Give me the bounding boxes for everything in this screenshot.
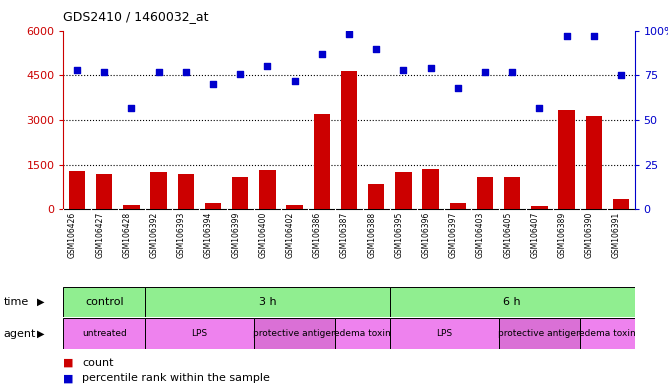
Point (371, 46, 381, 52)
Text: untreated: untreated (82, 329, 127, 338)
Text: count: count (82, 358, 114, 368)
Bar (205, 204, 221, 209)
Bar (390, 318, 498, 349)
Text: GSM106396: GSM106396 (422, 212, 431, 258)
Bar (232, 177, 248, 209)
Bar (450, 204, 466, 209)
Point (426, 65, 436, 71)
Text: GSM106391: GSM106391 (612, 212, 621, 258)
Bar (504, 177, 520, 209)
Text: agent: agent (3, 329, 35, 339)
Point (398, 67, 409, 73)
Text: GSM106394: GSM106394 (204, 212, 213, 258)
Text: control: control (85, 297, 124, 307)
Text: GSM106400: GSM106400 (259, 212, 267, 258)
Bar (390, 287, 635, 317)
Text: ■: ■ (63, 373, 74, 383)
Bar (63, 318, 145, 349)
Point (262, 63, 273, 70)
Text: GSM106403: GSM106403 (476, 212, 485, 258)
Text: GSM106386: GSM106386 (313, 212, 322, 258)
Text: edema toxin: edema toxin (579, 329, 636, 338)
Text: 3 h: 3 h (259, 297, 277, 307)
Bar (254, 318, 335, 349)
Bar (341, 71, 357, 209)
Bar (586, 116, 602, 209)
Text: edema toxin: edema toxin (334, 329, 391, 338)
Text: GSM106426: GSM106426 (68, 212, 77, 258)
Text: GSM106428: GSM106428 (122, 212, 132, 258)
Bar (335, 318, 390, 349)
Text: GSM106388: GSM106388 (367, 212, 376, 258)
Bar (69, 170, 86, 209)
Bar (63, 287, 145, 317)
Text: GSM106392: GSM106392 (150, 212, 159, 258)
Point (534, 104, 545, 111)
Bar (124, 205, 140, 209)
Text: time: time (3, 297, 29, 307)
Bar (395, 172, 411, 209)
Text: protective antigen: protective antigen (253, 329, 337, 338)
Bar (613, 199, 629, 209)
Bar (287, 205, 303, 209)
Point (561, 33, 572, 39)
Bar (477, 177, 493, 209)
Bar (145, 287, 390, 317)
Point (126, 104, 137, 111)
Point (99, 69, 110, 75)
Text: GSM106399: GSM106399 (231, 212, 240, 258)
Bar (580, 318, 635, 349)
Point (507, 69, 518, 75)
Point (289, 78, 300, 84)
Text: GSM106405: GSM106405 (503, 212, 512, 258)
Bar (259, 170, 276, 209)
Text: GDS2410 / 1460032_at: GDS2410 / 1460032_at (63, 10, 209, 23)
Text: 6 h: 6 h (504, 297, 521, 307)
Point (616, 72, 627, 78)
Text: GSM106393: GSM106393 (177, 212, 186, 258)
Bar (145, 318, 254, 349)
Point (452, 85, 463, 91)
Text: GSM106402: GSM106402 (286, 212, 295, 258)
Point (480, 69, 490, 75)
Point (317, 51, 327, 57)
Point (71, 67, 82, 73)
Bar (314, 114, 330, 209)
Text: ▶: ▶ (37, 329, 45, 339)
Text: GSM106387: GSM106387 (340, 212, 349, 258)
Text: GSM106397: GSM106397 (449, 212, 458, 258)
Text: GSM106407: GSM106407 (530, 212, 540, 258)
Text: GSM106389: GSM106389 (558, 212, 566, 258)
Text: LPS: LPS (436, 329, 452, 338)
Bar (178, 174, 194, 209)
Bar (368, 184, 384, 209)
Bar (422, 169, 439, 209)
Text: GSM106390: GSM106390 (584, 212, 594, 258)
Bar (558, 109, 574, 209)
Text: GSM106395: GSM106395 (394, 212, 403, 258)
Point (589, 33, 599, 39)
Point (208, 81, 218, 88)
Text: GSM106427: GSM106427 (96, 212, 104, 258)
Bar (498, 318, 580, 349)
Text: protective antigen: protective antigen (498, 329, 581, 338)
Point (235, 71, 246, 77)
Text: ▶: ▶ (37, 297, 45, 307)
Point (153, 69, 164, 75)
Point (343, 31, 354, 37)
Text: percentile rank within the sample: percentile rank within the sample (82, 373, 270, 383)
Bar (150, 172, 167, 209)
Bar (96, 174, 112, 209)
Text: LPS: LPS (192, 329, 208, 338)
Text: ■: ■ (63, 358, 74, 368)
Bar (531, 206, 548, 209)
Point (180, 69, 191, 75)
